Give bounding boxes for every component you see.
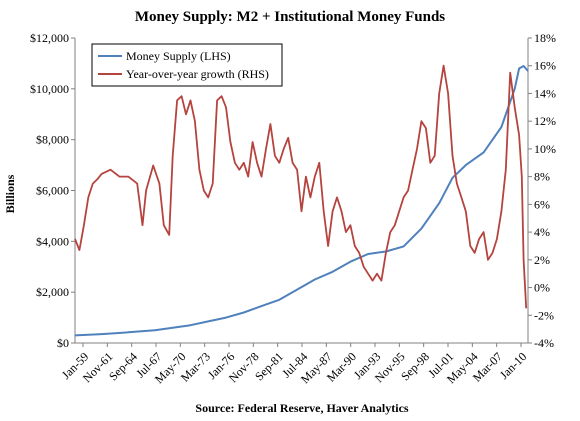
chart-source: Source: Federal Reserve, Haver Analytics — [195, 401, 409, 415]
yoy-growth-line — [74, 64, 528, 309]
y-right-tick-label: 16% — [534, 59, 556, 73]
legend-box — [91, 43, 283, 87]
y-left-tick-label: $12,000 — [30, 31, 69, 45]
y-left-tick-label: $2,000 — [36, 285, 69, 299]
y-right-tick-label: -2% — [534, 308, 554, 322]
y-left-tick-label: $0 — [57, 336, 69, 350]
y-right-tick-label: 12% — [534, 114, 556, 128]
y-right-tick-label: 0% — [534, 281, 550, 295]
y-right-tick-label: 2% — [534, 253, 550, 267]
y-right-tick-label: 14% — [534, 86, 556, 100]
x-tick-label: Sep-81 — [252, 349, 286, 383]
x-tick-label: Sep-64 — [106, 349, 140, 383]
y-right-tick-label: 4% — [534, 225, 550, 239]
money-supply-line — [74, 65, 529, 337]
x-tick-label: Jan-10 — [497, 349, 530, 382]
legend-entry: Year-over-year growth (RHS) — [126, 67, 269, 81]
y-right-tick-label: -4% — [534, 336, 554, 350]
y-right-tick-label: 8% — [534, 170, 550, 184]
chart-title: Money Supply: M2 + Institutional Money F… — [135, 9, 445, 25]
y-right-tick-label: 10% — [534, 142, 556, 156]
series-lines — [74, 64, 529, 337]
y-right-tick-label: 18% — [534, 31, 556, 45]
y-left-tick-label: $4,000 — [36, 234, 69, 248]
x-tick-label: Sep-98 — [398, 349, 432, 383]
y-right-tick-label: 6% — [534, 197, 550, 211]
legend: Money Supply (LHS) Year-over-year growth … — [91, 43, 283, 87]
y-left-tick-label: $6,000 — [36, 184, 69, 198]
legend-entry: Money Supply (LHS) — [126, 49, 231, 63]
y-axis-label: Billions — [3, 174, 17, 213]
y-left-tick-label: $8,000 — [36, 133, 69, 147]
y-left-tick-label: $10,000 — [30, 82, 69, 96]
